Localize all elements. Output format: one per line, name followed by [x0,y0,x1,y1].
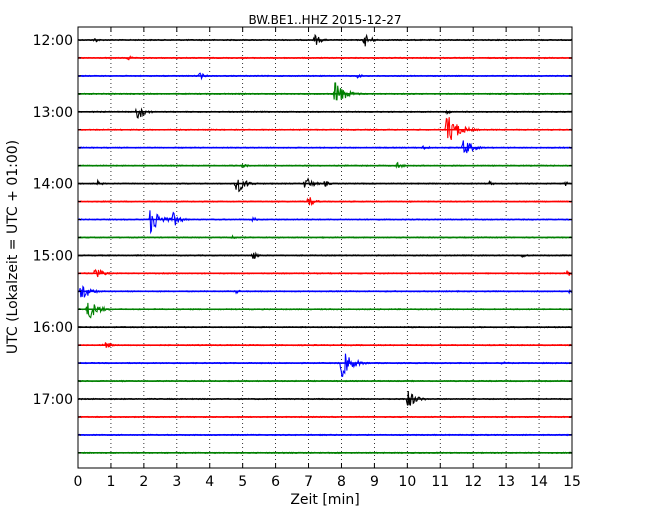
x-tick-label: 9 [370,474,379,490]
y-tick-labels: 12:00 13:00 14:00 15:00 16:00 17:00 [33,33,73,408]
grid-lines [110,27,540,468]
y-tick-label: 16:00 [33,320,73,336]
x-tick-label: 10 [398,474,416,490]
y-tick-label: 12:00 [33,33,73,49]
trace-1700 [77,390,573,406]
x-tick-label: 8 [337,474,346,490]
trace-1430 [77,210,573,235]
axis-ticks [77,27,573,468]
trace-1530 [77,285,573,298]
trace-1330 [77,140,573,154]
y-axis-label: UTC (Lokalzeit = UTC + 01:00) [5,140,21,354]
x-axis-label: Zeit [min] [290,492,359,508]
trace-1400 [77,177,573,193]
y-tick-label: 17:00 [33,392,73,408]
x-tick-label: 14 [530,474,548,490]
x-tick-label: 0 [74,474,83,490]
x-tick-label: 3 [172,474,181,490]
trace-1230 [77,72,573,81]
x-tick-label: 5 [238,474,247,490]
x-tick-label: 15 [563,474,581,490]
trace-1615 [77,342,573,348]
x-tick-label: 12 [464,474,482,490]
chart-title: BW.BE1..HHZ 2015-12-27 [248,13,401,27]
trace-1300 [77,107,573,119]
y-tick-label: 14:00 [33,177,73,193]
x-tick-label: 13 [497,474,515,490]
y-tick-label: 15:00 [33,248,73,264]
trace-1545 [77,302,573,319]
trace-1515 [77,268,573,278]
trace-1730 [77,433,573,437]
trace-1445 [77,234,573,240]
trace-1645 [77,379,573,383]
trace-1245 [77,82,573,101]
trace-1715 [77,415,573,419]
trace-1415 [77,197,573,207]
trace-1345 [77,161,573,169]
trace-1600 [77,325,573,329]
plot-frame [77,26,573,469]
x-tick-label: 1 [106,474,115,490]
trace-1500 [77,251,573,259]
trace-1630 [77,353,573,378]
traces [77,33,573,455]
x-tick-label: 11 [431,474,449,490]
x-tick-label: 6 [271,474,280,490]
x-tick-label: 4 [205,474,214,490]
trace-1745 [77,451,573,455]
x-tick-labels: 0 1 2 3 4 5 6 7 8 9 10 11 12 13 14 15 [74,474,581,490]
trace-1215 [77,55,573,61]
y-tick-label: 13:00 [33,105,73,121]
x-tick-label: 7 [304,474,313,490]
x-tick-label: 2 [139,474,148,490]
trace-1315 [77,117,573,141]
trace-1200 [77,33,573,47]
